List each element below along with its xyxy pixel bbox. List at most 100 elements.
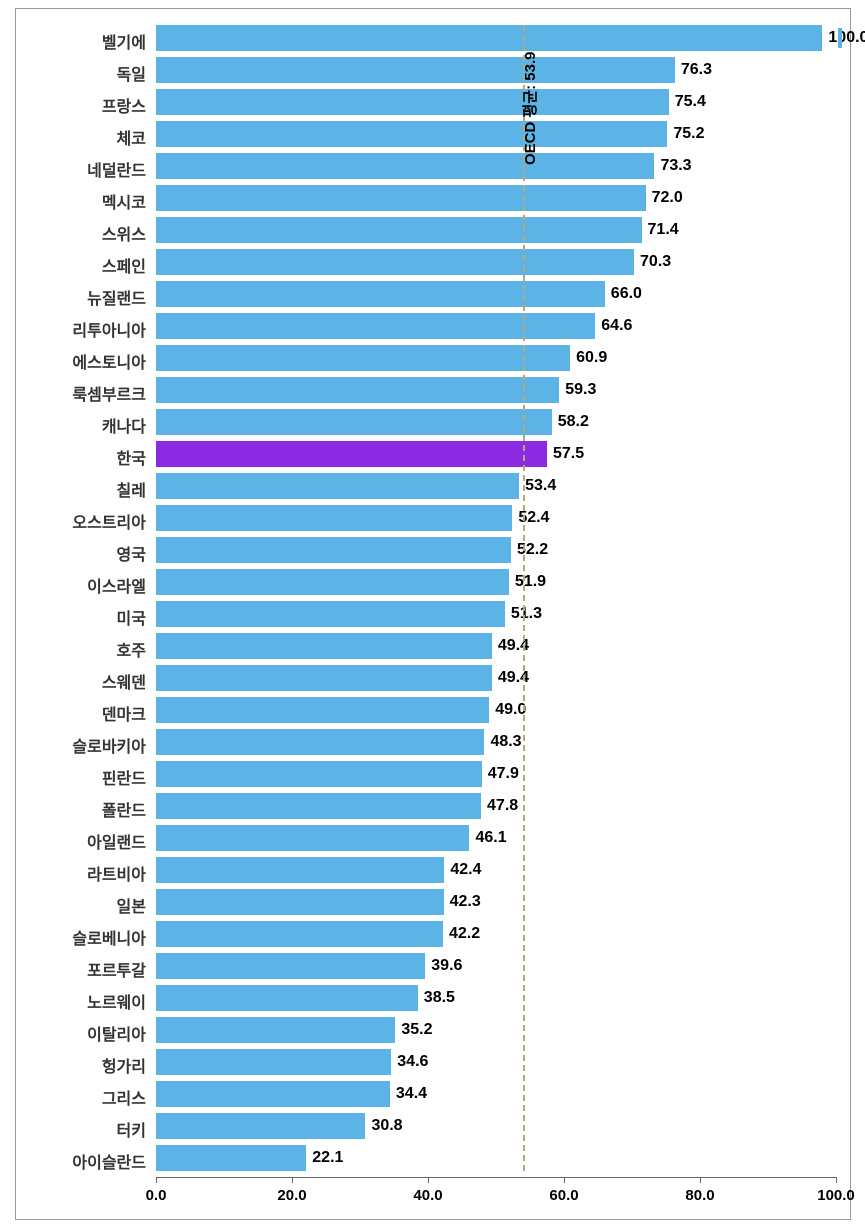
bar-label: 터키	[16, 1117, 146, 1141]
bar-highlight	[156, 441, 547, 467]
bar-value: 42.3	[450, 893, 481, 911]
bar-value: 75.4	[675, 93, 706, 111]
bar	[156, 313, 595, 339]
bar-label: 영국	[16, 541, 146, 565]
x-tick-label: 100.0	[817, 1187, 855, 1204]
x-tick-label: 0.0	[146, 1187, 167, 1204]
bar	[156, 1145, 306, 1171]
bar-label: 포르투갈	[16, 957, 146, 981]
x-tick	[564, 1177, 565, 1183]
bar-value: 47.8	[487, 797, 518, 815]
bar-value: 60.9	[576, 349, 607, 367]
bar-label: 벨기에	[16, 29, 146, 53]
bar-label: 네덜란드	[16, 157, 146, 181]
bar	[156, 57, 675, 83]
bar	[156, 185, 646, 211]
bar	[156, 377, 559, 403]
bar-value: 48.3	[490, 733, 521, 751]
bar-label: 칠레	[16, 477, 146, 501]
bar-label: 뉴질랜드	[16, 285, 146, 309]
bar	[156, 921, 443, 947]
bar-label: 슬로베니아	[16, 925, 146, 949]
bar-value: 38.5	[424, 989, 455, 1007]
bar-value: 66.0	[611, 285, 642, 303]
bar-value: 46.1	[475, 829, 506, 847]
x-tick	[156, 1177, 157, 1183]
bar-value: 42.4	[450, 861, 481, 879]
bar-label: 이스라엘	[16, 573, 146, 597]
bar	[156, 153, 654, 179]
x-tick	[700, 1177, 701, 1183]
bar-label: 호주	[16, 637, 146, 661]
bar	[156, 217, 642, 243]
bar-value: 34.6	[397, 1053, 428, 1071]
bar-label: 에스토니아	[16, 349, 146, 373]
bar-label: 노르웨이	[16, 989, 146, 1013]
bar	[156, 761, 482, 787]
bar-value: 51.3	[511, 605, 542, 623]
bar	[156, 281, 605, 307]
bar-label: 아이슬란드	[16, 1149, 146, 1173]
bar-label: 덴마크	[16, 701, 146, 725]
bar-label: 폴란드	[16, 797, 146, 821]
bar	[156, 729, 484, 755]
bar-value: 100.0	[828, 29, 865, 47]
series-tick-mark	[838, 28, 842, 48]
bar-label: 한국	[16, 445, 146, 469]
bar-value: 30.8	[371, 1117, 402, 1135]
bar	[156, 25, 822, 51]
bar-label: 스웨덴	[16, 669, 146, 693]
bar-label: 미국	[16, 605, 146, 629]
bar	[156, 409, 552, 435]
bar	[156, 825, 469, 851]
bar	[156, 889, 444, 915]
bar-value: 75.2	[673, 125, 704, 143]
bar-value: 72.0	[652, 189, 683, 207]
bar	[156, 793, 481, 819]
bar-label: 핀란드	[16, 765, 146, 789]
bar-label: 독일	[16, 61, 146, 85]
bar	[156, 537, 511, 563]
bar	[156, 633, 492, 659]
chart-container: 벨기에100.0독일76.3프랑스75.4체코75.2네덜란드73.3멕시코72…	[15, 8, 851, 1220]
bar	[156, 953, 425, 979]
x-axis	[156, 1177, 836, 1178]
bar-value: 34.4	[396, 1085, 427, 1103]
bar-label: 프랑스	[16, 93, 146, 117]
bar	[156, 601, 505, 627]
x-tick	[428, 1177, 429, 1183]
x-tick-label: 20.0	[277, 1187, 306, 1204]
bar-value: 35.2	[401, 1021, 432, 1039]
bar-label: 헝가리	[16, 1053, 146, 1077]
bar	[156, 1081, 390, 1107]
bar	[156, 1049, 391, 1075]
oecd-average-label: OECD 평균: 53.9	[519, 52, 540, 165]
bar	[156, 697, 489, 723]
bar	[156, 985, 418, 1011]
bar	[156, 473, 519, 499]
bar	[156, 121, 667, 147]
bar-label: 캐나다	[16, 413, 146, 437]
bar-label: 아일랜드	[16, 829, 146, 853]
bar-label: 리투아니아	[16, 317, 146, 341]
bar-value: 58.2	[558, 413, 589, 431]
bar-label: 슬로바키아	[16, 733, 146, 757]
bar	[156, 505, 512, 531]
x-tick	[292, 1177, 293, 1183]
bar-label: 룩셈부르크	[16, 381, 146, 405]
x-tick	[836, 1177, 837, 1183]
bar	[156, 89, 669, 115]
bar-value: 47.9	[488, 765, 519, 783]
x-tick-label: 40.0	[413, 1187, 442, 1204]
bar-value: 57.5	[553, 445, 584, 463]
bar-value: 71.4	[648, 221, 679, 239]
bar-label: 이탈리아	[16, 1021, 146, 1045]
bar-label: 일본	[16, 893, 146, 917]
bar-label: 오스트리아	[16, 509, 146, 533]
bar-value: 53.4	[525, 477, 556, 495]
bar-value: 59.3	[565, 381, 596, 399]
bar-value: 76.3	[681, 61, 712, 79]
bar-value: 39.6	[431, 957, 462, 975]
bar	[156, 569, 509, 595]
bar	[156, 857, 444, 883]
